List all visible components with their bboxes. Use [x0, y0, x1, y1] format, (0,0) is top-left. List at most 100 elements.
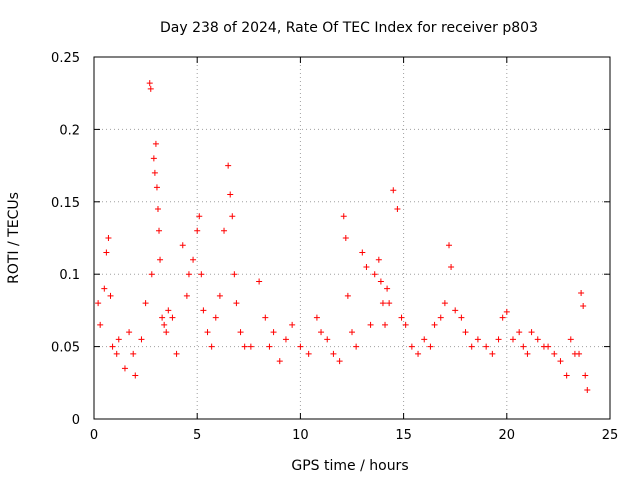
data-point — [446, 242, 453, 249]
data-point — [330, 350, 337, 357]
data-point — [156, 227, 163, 234]
data-point — [408, 343, 415, 350]
x-tick-label: 10 — [292, 428, 309, 443]
data-point — [384, 285, 391, 292]
data-point — [520, 343, 527, 350]
x-tick-label: 5 — [193, 428, 201, 443]
data-point — [394, 206, 401, 213]
x-tick-label: 20 — [499, 428, 516, 443]
data-point — [282, 336, 289, 343]
data-point — [495, 336, 502, 343]
data-point — [563, 372, 570, 379]
data-point — [115, 336, 122, 343]
y-tick-label: 0.25 — [51, 51, 80, 66]
data-point — [107, 292, 114, 299]
data-point — [305, 350, 312, 357]
data-point — [353, 343, 360, 350]
data-point — [313, 314, 320, 321]
data-point — [382, 321, 389, 328]
data-point — [109, 343, 116, 350]
data-point — [503, 308, 510, 315]
data-point — [216, 292, 223, 299]
data-point — [509, 336, 516, 343]
data-point — [198, 271, 205, 278]
data-point — [126, 329, 133, 336]
data-point — [386, 300, 393, 307]
data-point — [208, 343, 215, 350]
data-point — [270, 329, 277, 336]
data-point — [584, 387, 591, 394]
data-point — [237, 329, 244, 336]
data-point — [241, 343, 248, 350]
data-point — [289, 321, 296, 328]
data-point — [185, 271, 192, 278]
data-point — [557, 358, 564, 365]
data-point — [441, 300, 448, 307]
data-point — [147, 85, 154, 92]
data-point — [161, 321, 168, 328]
data-point — [363, 263, 370, 270]
data-point — [528, 329, 535, 336]
data-point — [225, 162, 232, 169]
x-axis-title: GPS time / hours — [291, 458, 408, 474]
data-point — [474, 336, 481, 343]
data-point — [159, 314, 166, 321]
data-point — [256, 278, 263, 285]
data-point — [458, 314, 465, 321]
data-point — [576, 350, 583, 357]
data-point — [431, 321, 438, 328]
data-points — [95, 80, 591, 394]
data-point — [448, 263, 455, 270]
data-point — [582, 372, 589, 379]
data-point — [567, 336, 574, 343]
data-point — [173, 350, 180, 357]
plot-frame — [93, 56, 611, 420]
data-point — [377, 278, 384, 285]
data-point — [421, 336, 428, 343]
axis-ticks: 0 5 10 15 20 25 0 0.05 0.1 0.15 0.2 0.25 — [51, 51, 618, 443]
data-point — [113, 350, 120, 357]
data-point — [359, 249, 366, 256]
data-point — [121, 365, 128, 372]
data-point — [489, 350, 496, 357]
data-point — [483, 343, 490, 350]
data-point — [97, 321, 104, 328]
data-point — [342, 235, 349, 241]
data-point — [578, 290, 585, 297]
data-point — [169, 314, 176, 321]
data-point — [146, 80, 153, 87]
data-point — [150, 155, 157, 162]
chart-title: Day 238 of 2024, Rate Of TEC Index for r… — [160, 20, 538, 36]
data-point — [153, 184, 160, 191]
data-point — [190, 256, 197, 263]
y-tick-label: 0.2 — [59, 123, 80, 138]
data-point — [580, 303, 587, 310]
data-point — [105, 235, 112, 241]
data-point — [349, 329, 355, 336]
data-point — [371, 271, 378, 278]
data-point — [262, 314, 269, 321]
data-point — [452, 307, 459, 314]
y-tick-label: 0 — [72, 413, 80, 428]
data-point — [200, 307, 207, 314]
data-point — [101, 285, 108, 292]
data-point — [336, 358, 343, 365]
data-point — [227, 191, 234, 198]
data-point — [151, 169, 158, 176]
data-point — [142, 300, 149, 307]
data-point — [179, 242, 186, 249]
data-point — [212, 314, 219, 321]
data-point — [468, 343, 475, 350]
data-point — [148, 271, 155, 278]
x-tick-label: 15 — [395, 428, 412, 443]
data-point — [427, 343, 434, 350]
data-point — [229, 213, 236, 220]
data-point — [196, 213, 203, 220]
data-point — [194, 227, 201, 234]
data-point — [415, 350, 422, 357]
data-point — [233, 300, 240, 307]
data-point — [524, 350, 531, 357]
y-tick-label: 0.15 — [51, 196, 80, 211]
data-point — [231, 271, 238, 278]
y-tick-label: 0.05 — [51, 341, 80, 356]
